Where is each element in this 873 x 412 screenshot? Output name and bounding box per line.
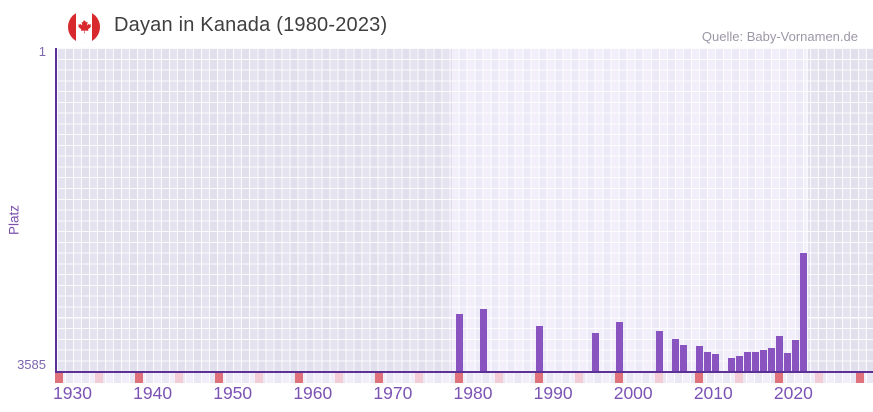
bar-2016[interactable] xyxy=(743,351,751,371)
x-axis-tick-1950: 1950 xyxy=(213,383,253,403)
decade-marker-strip xyxy=(54,373,873,383)
bar-2015[interactable] xyxy=(735,356,743,371)
bar-2023[interactable] xyxy=(799,252,807,371)
bar-1983[interactable] xyxy=(479,308,487,371)
x-axis-tick-1930: 1930 xyxy=(53,383,92,403)
x-axis-line xyxy=(55,371,873,373)
chart-title: Dayan in Kanada (1980-2023) xyxy=(114,14,388,36)
source-attribution: Quelle: Baby-Vornamen.de xyxy=(701,29,858,44)
bar-2012[interactable] xyxy=(711,354,719,371)
bar-1980[interactable] xyxy=(455,314,463,371)
half-decade-marker-1955 xyxy=(254,373,263,383)
decade-marker-2010 xyxy=(695,373,704,383)
bar-1990[interactable] xyxy=(535,325,543,371)
bar-2018[interactable] xyxy=(759,349,767,371)
half-decade-marker-1985 xyxy=(495,373,504,383)
bar-2022[interactable] xyxy=(791,339,799,371)
x-axis-tick-1970: 1970 xyxy=(373,383,413,403)
bar-2010[interactable] xyxy=(695,345,703,371)
decade-marker-2030 xyxy=(855,373,864,383)
x-axis-tick-2020: 2020 xyxy=(773,383,813,403)
decade-marker-1930 xyxy=(54,373,63,383)
x-axis-tick-1940: 1940 xyxy=(133,383,173,403)
decade-marker-1940 xyxy=(134,373,143,383)
decade-marker-2000 xyxy=(615,373,624,383)
decade-marker-1960 xyxy=(294,373,303,383)
x-axis-tick-2010: 2010 xyxy=(693,383,733,403)
plot-area xyxy=(55,48,873,373)
y-axis-line xyxy=(55,48,57,373)
bar-2021[interactable] xyxy=(783,353,791,371)
bar-2014[interactable] xyxy=(727,358,735,371)
highlight-band-1980-2023 xyxy=(452,48,808,371)
bar-2017[interactable] xyxy=(751,351,759,371)
bar-2020[interactable] xyxy=(775,335,783,371)
half-decade-marker-2015 xyxy=(735,373,744,383)
half-decade-marker-1995 xyxy=(575,373,584,383)
x-axis-tick-1960: 1960 xyxy=(293,383,333,403)
maple-leaf-icon xyxy=(78,20,92,34)
x-axis-tick-1990: 1990 xyxy=(533,383,573,403)
y-axis-tick-bottom: 3585 xyxy=(17,357,46,372)
flag-stripe-left xyxy=(68,11,77,43)
x-axis-tick-2000: 2000 xyxy=(613,383,653,403)
decade-marker-1990 xyxy=(535,373,544,383)
bar-2000[interactable] xyxy=(615,322,623,371)
bar-2007[interactable] xyxy=(671,339,679,371)
y-axis-label: Platz xyxy=(6,204,22,236)
flag-stripe-right xyxy=(91,11,100,43)
half-decade-marker-1975 xyxy=(414,373,423,383)
decade-marker-2020 xyxy=(775,373,784,383)
half-decade-marker-2005 xyxy=(655,373,664,383)
half-decade-marker-1945 xyxy=(174,373,183,383)
y-axis-tick-top: 1 xyxy=(38,44,46,59)
half-decade-marker-2025 xyxy=(815,373,824,383)
half-decade-marker-1935 xyxy=(94,373,103,383)
decade-marker-1970 xyxy=(374,373,383,383)
bar-1997[interactable] xyxy=(591,333,599,371)
bar-2008[interactable] xyxy=(679,344,687,371)
canada-flag-icon xyxy=(68,11,100,43)
bar-2005[interactable] xyxy=(655,330,663,371)
bar-2011[interactable] xyxy=(703,351,711,371)
bar-2019[interactable] xyxy=(767,347,775,371)
decade-marker-1950 xyxy=(214,373,223,383)
x-axis-tick-1980: 1980 xyxy=(453,383,493,403)
half-decade-marker-1965 xyxy=(334,373,343,383)
decade-marker-1980 xyxy=(455,373,463,383)
